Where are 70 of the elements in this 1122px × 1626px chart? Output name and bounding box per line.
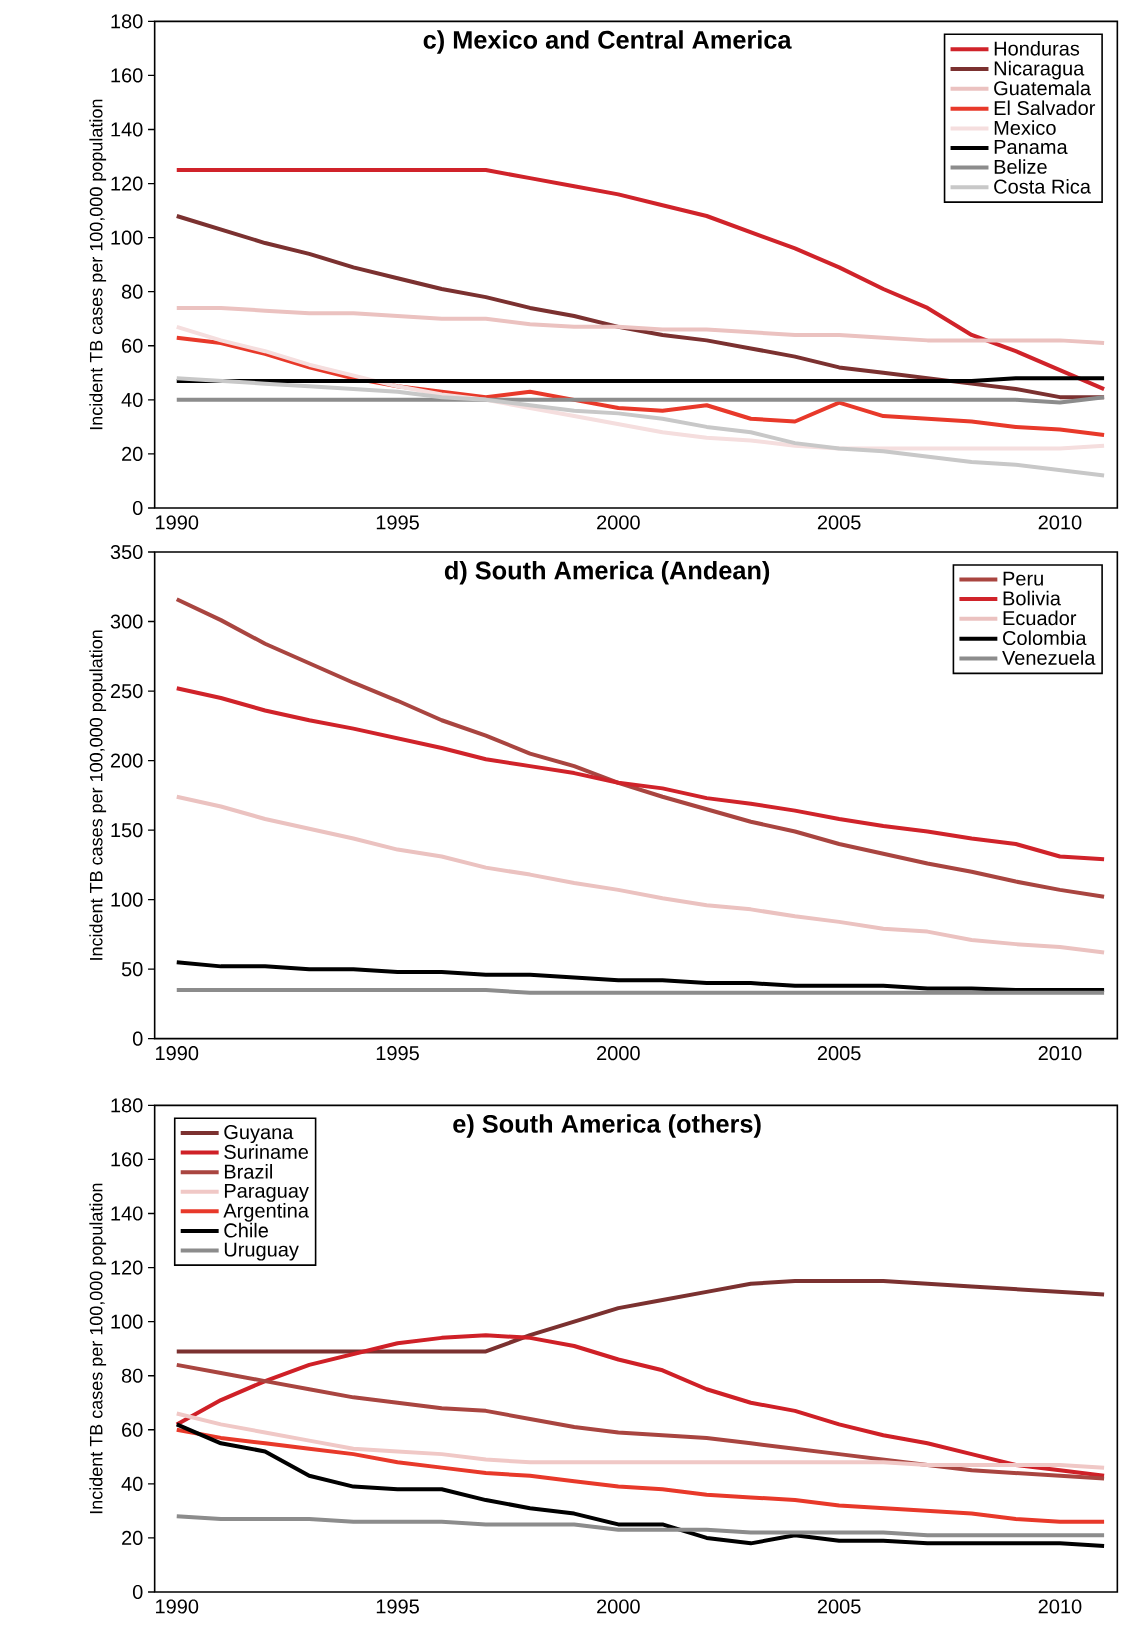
y-tick-label: 40 [121, 392, 143, 407]
y-tick-label: 60 [122, 338, 143, 353]
x-tick-label: 2000 [597, 515, 640, 530]
y-tick-label: 0 [132, 500, 143, 516]
legend-label: Belize [994, 159, 1047, 174]
legend-label: Brazil [224, 1164, 272, 1179]
x-tick-label: 1995 [376, 1599, 419, 1614]
x-tick-label: 2005 [817, 1599, 861, 1614]
y-tick-label: 80 [121, 1368, 143, 1383]
y-tick-label: 100 [111, 230, 143, 245]
y-tick-label: 20 [122, 446, 143, 461]
y-tick-label: 140 [111, 1206, 143, 1221]
y-tick-label: 0 [132, 1031, 143, 1046]
x-tick-label: 1990 [156, 515, 199, 530]
y-axis-title: Incident TB cases per 100,000 population [89, 99, 107, 430]
legend-label: Mexico [994, 120, 1056, 135]
y-tick-label: 120 [111, 1260, 143, 1275]
y-tick-label: 160 [111, 1152, 143, 1167]
y-axis-title: Incident TB cases per 100,000 population [89, 630, 107, 960]
chart-title: c) Mexico and Central America [423, 30, 792, 54]
y-axis-title: Incident TB cases per 100,000 population [89, 1183, 107, 1514]
legend-label: Paraguay [224, 1183, 309, 1202]
y-tick-label: 180 [111, 1098, 143, 1113]
y-tick-label: 20 [122, 1530, 143, 1546]
x-tick-label: 2005 [817, 1046, 861, 1061]
legend-label: Chile [224, 1222, 268, 1238]
y-tick-label: 100 [111, 892, 143, 907]
y-tick-label: 40 [121, 1476, 143, 1491]
legend-label: Venezuela [1002, 650, 1096, 665]
y-tick-label: 160 [111, 68, 143, 83]
y-tick-label: 150 [111, 823, 143, 838]
y-tick-label: 250 [110, 683, 143, 699]
line-series [174, 794, 1107, 955]
legend-label: Guatemala [994, 80, 1091, 96]
chart-title: e) South America (others) [453, 1114, 761, 1138]
y-tick-label: 120 [111, 176, 143, 191]
legend-label: Panama [994, 140, 1068, 155]
y-tick-label: 100 [111, 1314, 143, 1329]
y-tick-label: 140 [111, 122, 143, 137]
y-tick-label: 180 [111, 14, 143, 29]
y-tick-label: 200 [110, 753, 143, 768]
y-tick-label: 300 [110, 614, 143, 629]
legend-label: El Salvador [994, 100, 1096, 116]
x-tick-label: 2000 [597, 1046, 640, 1061]
x-tick-label: 2010 [1038, 1599, 1082, 1614]
x-tick-label: 2010 [1038, 1046, 1082, 1061]
legend-label: Costa Rica [994, 179, 1091, 194]
chart-title: d) South America (Andean) [444, 560, 770, 585]
legend-label: Honduras [994, 40, 1080, 56]
legend-label: Ecuador [1003, 610, 1077, 626]
x-tick-label: 2005 [817, 515, 861, 530]
x-tick-label: 1995 [376, 515, 419, 530]
y-tick-label: 0 [132, 1584, 143, 1600]
x-tick-label: 1995 [376, 1046, 419, 1061]
legend-label: Bolivia [1003, 590, 1061, 606]
legend-label: Suriname [224, 1144, 309, 1159]
y-tick-label: 80 [121, 284, 143, 299]
y-tick-label: 50 [121, 962, 143, 977]
legend-label: Peru [1003, 571, 1043, 586]
legend-label: Uruguay [224, 1242, 299, 1261]
x-tick-label: 1990 [156, 1046, 199, 1061]
legend-label: Colombia [1003, 630, 1087, 646]
legend-label: Argentina [223, 1203, 309, 1222]
y-tick-label: 60 [122, 1422, 143, 1437]
x-tick-label: 1990 [156, 1599, 199, 1614]
legend-label: Guyana [224, 1124, 294, 1144]
x-tick-label: 2010 [1038, 515, 1082, 530]
y-tick-label: 350 [110, 544, 143, 560]
x-tick-label: 2000 [597, 1599, 640, 1614]
legend-label: Nicaragua [994, 60, 1085, 80]
